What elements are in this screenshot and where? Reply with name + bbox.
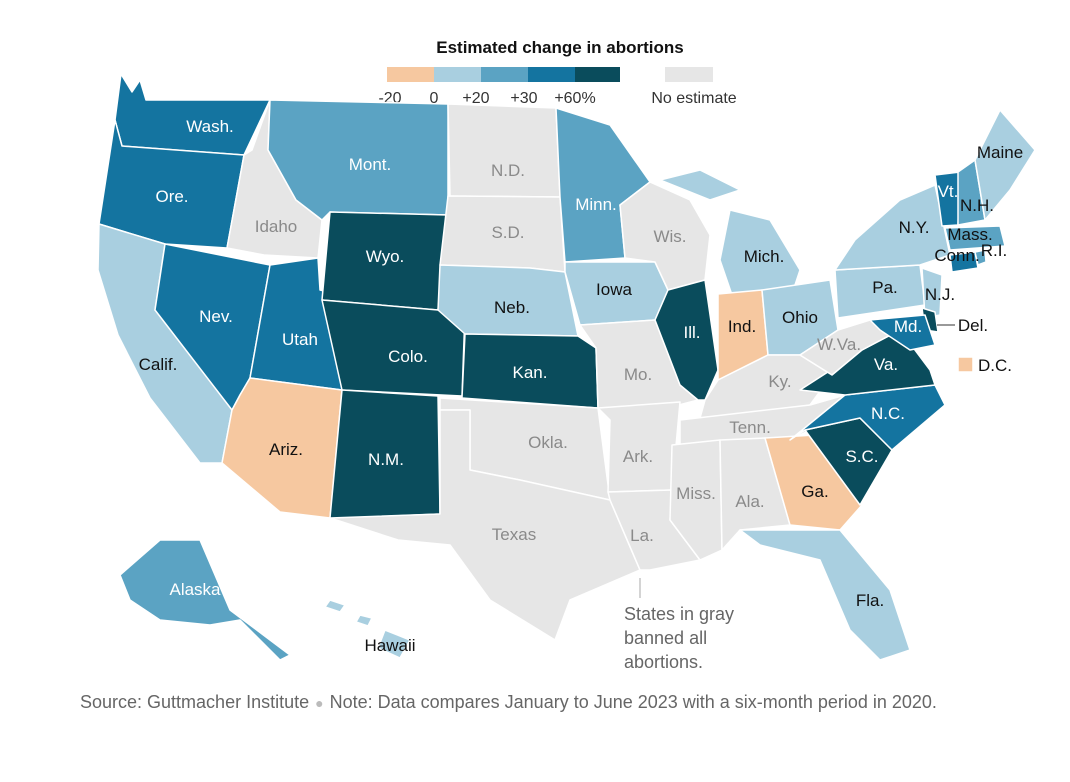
gray-states-annotation: States in gray banned all abortions. (624, 604, 734, 672)
label-ohio: Ohio (782, 308, 818, 327)
label-neb: Neb. (494, 298, 530, 317)
label-ga: Ga. (801, 482, 828, 501)
state-washington (114, 73, 271, 156)
label-nm: N.M. (368, 450, 404, 469)
label-nd: N.D. (491, 161, 525, 180)
label-va: Va. (874, 355, 898, 374)
label-la: La. (630, 526, 654, 545)
label-pa: Pa. (872, 278, 898, 297)
label-del: Del. (958, 316, 988, 335)
label-ala: Ala. (735, 492, 764, 511)
annotation-line: abortions. (624, 652, 703, 672)
legend-tick: 0 (430, 90, 439, 107)
label-ky: Ky. (768, 372, 791, 391)
source-text: Source: Guttmacher Institute (80, 692, 310, 712)
label-ny: N.Y. (899, 218, 930, 237)
label-sd: S.D. (491, 223, 524, 242)
state-connecticut (949, 251, 979, 273)
footer: Source: Guttmacher Institute ● Note: Data … (80, 690, 1010, 716)
state-georgia (764, 434, 863, 531)
state-florida (739, 529, 911, 661)
label-vt: Vt. (938, 182, 959, 201)
label-idaho: Idaho (255, 217, 298, 236)
label-mich: Mich. (744, 247, 785, 266)
annotation-line: banned all (624, 628, 707, 648)
legend-swatch-60 (575, 67, 620, 82)
label-ore: Ore. (155, 187, 188, 206)
legend-swatch-20-30 (481, 67, 528, 82)
label-mo: Mo. (624, 365, 652, 384)
state-maine (974, 109, 1036, 221)
label-mass: Mass. (947, 225, 992, 244)
label-nev: Nev. (199, 307, 233, 326)
label-ark: Ark. (623, 447, 653, 466)
label-alaska: Alaska (169, 580, 221, 599)
legend-title: Estimated change in abortions (436, 38, 684, 57)
label-minn: Minn. (575, 195, 617, 214)
state-massachusetts (944, 225, 1006, 251)
label-miss: Miss. (676, 484, 716, 503)
label-fla: Fla. (856, 591, 884, 610)
label-conn: Conn. (934, 246, 979, 265)
label-utah: Utah (282, 330, 318, 349)
legend-swatch-neg (387, 67, 434, 82)
state-rhode-island (974, 249, 987, 266)
state-mississippi (669, 439, 723, 561)
label-wis: Wis. (653, 227, 686, 246)
legend-tick: +60% (554, 90, 595, 107)
label-sc: S.C. (845, 447, 878, 466)
label-mont: Mont. (349, 155, 392, 174)
state-alaska (119, 539, 291, 661)
state-new-york (834, 184, 951, 271)
annotation-line: States in gray (624, 604, 734, 624)
label-wva: W.Va. (817, 335, 861, 354)
label-wash: Wash. (186, 117, 234, 136)
label-nc: N.C. (871, 404, 905, 423)
legend-swatch-0-20 (434, 67, 481, 82)
state-dc (957, 356, 974, 373)
label-wyo: Wyo. (366, 247, 405, 266)
state-texas (329, 409, 641, 641)
legend-swatch-30-60 (528, 67, 575, 82)
label-nh: N.H. (960, 196, 994, 215)
label-maine: Maine (977, 143, 1023, 162)
label-iowa: Iowa (596, 280, 632, 299)
label-okla: Okla. (528, 433, 568, 452)
state-north-dakota (447, 103, 561, 198)
separator-dot: ● (315, 695, 324, 711)
label-nj: N.J. (925, 285, 955, 304)
label-md: Md. (894, 317, 922, 336)
label-ill: Ill. (684, 323, 701, 342)
label-ariz: Ariz. (269, 440, 303, 459)
label-kan: Kan. (513, 363, 548, 382)
legend-tick: +20 (462, 90, 489, 107)
label-ri: R.I. (981, 241, 1007, 260)
legend-swatch-no-estimate (665, 67, 713, 82)
label-dc: D.C. (978, 356, 1012, 375)
legend-tick: +30 (510, 90, 537, 107)
state-maryland (869, 314, 936, 351)
state-illinois (654, 279, 719, 401)
label-texas: Texas (492, 525, 536, 544)
state-michigan-up (659, 169, 741, 201)
label-calif: Calif. (139, 355, 178, 374)
label-colo: Colo. (388, 347, 428, 366)
state-new-jersey (921, 267, 943, 319)
label-tenn: Tenn. (729, 418, 771, 437)
state-hawaii (324, 599, 411, 659)
legend-no-estimate-label: No estimate (651, 90, 736, 107)
note-text: Note: Data compares January to June 2023… (329, 692, 937, 712)
label-hawaii: Hawaii (364, 636, 415, 655)
label-ind: Ind. (728, 317, 756, 336)
legend: Estimated change in abortions -20 0 +20 … (378, 38, 736, 107)
